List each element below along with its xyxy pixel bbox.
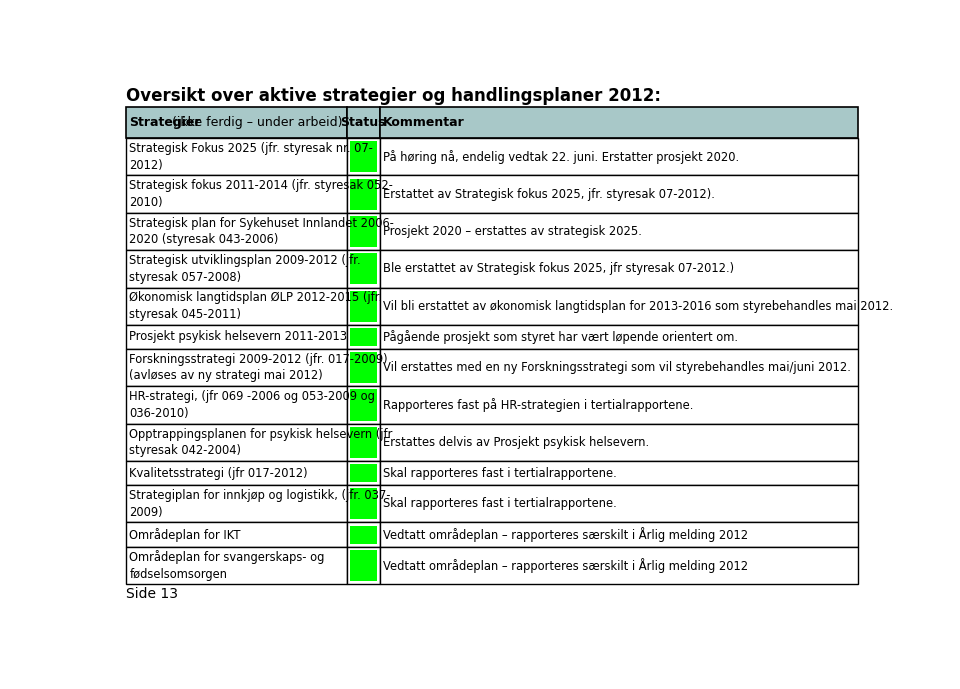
Bar (379, 461, 858, 485)
Text: Vil bli erstattet av økonomisk langtidsplan for 2013-2016 som styrebehandles mai: Vil bli erstattet av økonomisk langtidsp… (383, 300, 893, 313)
Bar (379, 138, 858, 176)
Bar (379, 546, 858, 584)
Bar (350, 352, 376, 383)
Text: (ikke ferdig – under arbeid): (ikke ferdig – under arbeid) (168, 116, 343, 130)
Text: Strategier: Strategier (130, 116, 201, 130)
Text: Oversikt over aktive strategier og handlingsplaner 2012:: Oversikt over aktive strategier og handl… (126, 87, 661, 105)
Bar (379, 325, 858, 349)
Text: Skal rapporteres fast i tertialrapportene.: Skal rapporteres fast i tertialrapporten… (383, 497, 616, 511)
Text: Økonomisk langtidsplan ØLP 2012-2015 (jfr.
styresak 045-2011): Økonomisk langtidsplan ØLP 2012-2015 (jf… (130, 291, 382, 321)
Bar (126, 107, 348, 138)
Text: Prosjekt 2020 – erstattes av strategisk 2025.: Prosjekt 2020 – erstattes av strategisk … (383, 225, 641, 238)
Bar (350, 291, 376, 322)
Bar (348, 325, 379, 349)
Text: Strategisk utviklingsplan 2009-2012 (jfr.
styresak 057-2008): Strategisk utviklingsplan 2009-2012 (jfr… (130, 254, 361, 284)
Text: Vedtatt områdeplan – rapporteres særskilt i Årlig melding 2012: Vedtatt områdeplan – rapporteres særskil… (383, 527, 748, 542)
Bar (348, 485, 379, 522)
Text: Vil erstattes med en ny Forskningsstrategi som vil styrebehandles mai/juni 2012.: Vil erstattes med en ny Forskningsstrate… (383, 361, 851, 374)
Text: Ble erstattet av Strategisk fokus 2025, jfr styresak 07-2012.): Ble erstattet av Strategisk fokus 2025, … (383, 263, 733, 276)
Bar (126, 522, 348, 546)
Text: Forskningsstrategi 2009-2012 (jfr. 017-2009)
(avløses av ny strategi mai 2012): Forskningsstrategi 2009-2012 (jfr. 017-2… (130, 353, 388, 382)
Bar (379, 107, 858, 138)
Bar (350, 426, 376, 458)
Text: Vedtatt områdeplan – rapporteres særskilt i Årlig melding 2012: Vedtatt områdeplan – rapporteres særskil… (383, 558, 748, 573)
Bar (379, 213, 858, 250)
Text: Erstattes delvis av Prosjekt psykisk helsevern.: Erstattes delvis av Prosjekt psykisk hel… (383, 436, 649, 449)
Text: Pågående prosjekt som styret har vært løpende orientert om.: Pågående prosjekt som styret har vært lø… (383, 330, 737, 344)
Text: Strategisk fokus 2011-2014 (jfr. styresak 052-
2010): Strategisk fokus 2011-2014 (jfr. styresa… (130, 179, 394, 209)
Bar (348, 349, 379, 387)
Text: Områdeplan for svangerskaps- og
fødselsomsorgen: Områdeplan for svangerskaps- og fødselso… (130, 550, 324, 581)
Text: Prosjekt psykisk helsevern 2011-2013: Prosjekt psykisk helsevern 2011-2013 (130, 331, 348, 343)
Bar (348, 522, 379, 546)
Bar (126, 213, 348, 250)
Bar (350, 489, 376, 520)
Bar (379, 176, 858, 213)
Bar (350, 526, 376, 544)
Bar (350, 141, 376, 172)
Bar (126, 424, 348, 461)
Text: Erstattet av Strategisk fokus 2025, jfr. styresak 07-2012).: Erstattet av Strategisk fokus 2025, jfr.… (383, 187, 714, 200)
Bar (379, 250, 858, 287)
Bar (348, 461, 379, 485)
Bar (350, 254, 376, 285)
Bar (348, 213, 379, 250)
Bar (379, 349, 858, 387)
Bar (348, 250, 379, 287)
Bar (379, 522, 858, 546)
Text: Strategisk Fokus 2025 (jfr. styresak nr. 07-
2012): Strategisk Fokus 2025 (jfr. styresak nr.… (130, 142, 373, 172)
Bar (348, 387, 379, 424)
Text: Strategisk plan for Sykehuset Innlandet 2006-
2020 (styresak 043-2006): Strategisk plan for Sykehuset Innlandet … (130, 217, 395, 246)
Bar (126, 349, 348, 387)
Bar (350, 178, 376, 209)
Bar (348, 287, 379, 325)
Bar (348, 546, 379, 584)
Bar (126, 287, 348, 325)
Text: Kommentar: Kommentar (383, 116, 465, 130)
Text: Skal rapporteres fast i tertialrapportene.: Skal rapporteres fast i tertialrapporten… (383, 466, 616, 480)
Bar (379, 287, 858, 325)
Bar (126, 485, 348, 522)
Bar (350, 550, 376, 581)
Bar (126, 250, 348, 287)
Bar (126, 176, 348, 213)
Bar (348, 424, 379, 461)
Text: Status: Status (341, 116, 386, 130)
Text: HR-strategi, (jfr 069 -2006 og 053-2009 og
036-2010): HR-strategi, (jfr 069 -2006 og 053-2009 … (130, 390, 375, 420)
Bar (126, 546, 348, 584)
Bar (379, 387, 858, 424)
Bar (126, 387, 348, 424)
Bar (350, 328, 376, 346)
Bar (126, 325, 348, 349)
Bar (126, 461, 348, 485)
Text: Områdeplan for IKT: Områdeplan for IKT (130, 528, 241, 542)
Bar (348, 176, 379, 213)
Bar (348, 107, 379, 138)
Bar (348, 138, 379, 176)
Bar (379, 485, 858, 522)
Bar (126, 138, 348, 176)
Bar (350, 464, 376, 482)
Text: Rapporteres fast på HR-strategien i tertialrapportene.: Rapporteres fast på HR-strategien i tert… (383, 398, 693, 412)
Text: På høring nå, endelig vedtak 22. juni. Erstatter prosjekt 2020.: På høring nå, endelig vedtak 22. juni. E… (383, 150, 739, 164)
Text: Side 13: Side 13 (126, 587, 179, 601)
Bar (379, 424, 858, 461)
Text: Strategiplan for innkjøp og logistikk, (jfr. 037-
2009): Strategiplan for innkjøp og logistikk, (… (130, 489, 391, 519)
Bar (350, 389, 376, 420)
Text: Kvalitetsstrategi (jfr 017-2012): Kvalitetsstrategi (jfr 017-2012) (130, 466, 308, 480)
Bar (350, 216, 376, 247)
Text: Opptrappingsplanen for psykisk helsevern (jfr
styresak 042-2004): Opptrappingsplanen for psykisk helsevern… (130, 428, 393, 457)
